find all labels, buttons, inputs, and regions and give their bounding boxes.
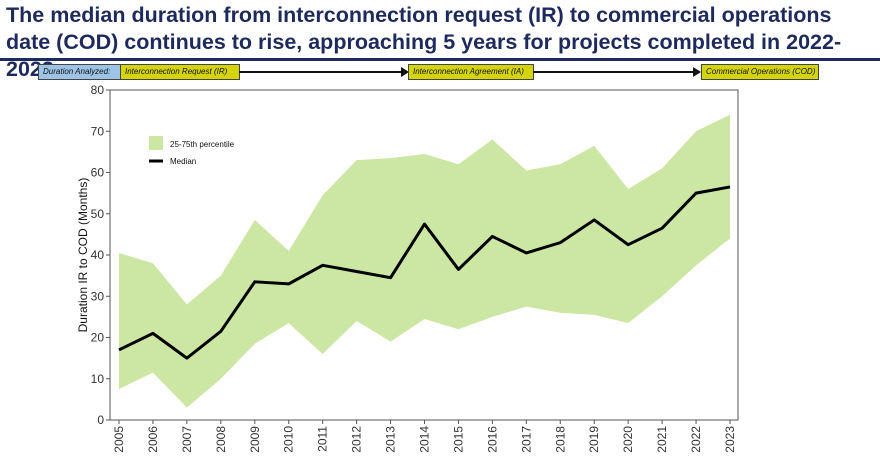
- y-tick-label: 30: [91, 289, 105, 303]
- x-tick-label: 2013: [384, 426, 398, 453]
- x-tick-label: 2006: [146, 426, 160, 453]
- arrow-right-icon: [401, 67, 409, 77]
- page-title: The median duration from interconnection…: [6, 3, 842, 81]
- y-tick-label: 60: [91, 166, 105, 180]
- x-tick-label: 2020: [621, 426, 635, 453]
- y-tick-label: 0: [97, 413, 104, 427]
- legend-label-band: 25-75th percentile: [170, 140, 235, 149]
- stage-connector-line: [533, 71, 695, 73]
- legend-swatch-band: [149, 136, 163, 150]
- y-tick-label: 10: [91, 372, 105, 386]
- x-tick-label: 2005: [112, 426, 126, 453]
- y-tick-label: 50: [91, 207, 105, 221]
- stage-connector-line: [239, 71, 405, 73]
- y-tick-label: 20: [91, 331, 105, 345]
- x-tick-label: 2023: [723, 426, 737, 453]
- stage-analyzed-label: Duration Analyzed:: [38, 64, 122, 80]
- title-divider: [0, 58, 880, 61]
- y-tick-label: 80: [91, 83, 105, 97]
- x-tick-label: 2012: [350, 426, 364, 453]
- x-tick-label: 2017: [519, 426, 533, 453]
- y-axis-label: Duration IR to COD (Months): [76, 178, 90, 333]
- x-tick-label: 2011: [316, 426, 330, 452]
- x-tick-label: 2010: [282, 426, 296, 453]
- x-axis-label: In-Service Year: [383, 454, 464, 456]
- arrow-right-icon: [693, 67, 701, 77]
- x-tick-label: 2007: [180, 426, 194, 453]
- y-tick-label: 70: [91, 124, 105, 138]
- stage-flow-bar: Duration Analyzed: Interconnection Reque…: [38, 64, 856, 80]
- x-tick-label: 2019: [587, 426, 601, 453]
- y-tick-label: 40: [91, 248, 105, 262]
- x-tick-label: 2021: [655, 426, 669, 453]
- x-tick-label: 2014: [418, 426, 432, 453]
- x-tick-label: 2022: [689, 426, 703, 453]
- x-tick-label: 2018: [553, 426, 567, 453]
- x-tick-label: 2016: [485, 426, 499, 453]
- legend-label-median: Median: [170, 157, 196, 166]
- percentile-band: [119, 114, 730, 408]
- x-tick-label: 2015: [451, 426, 465, 453]
- x-tick-label: 2008: [214, 426, 228, 453]
- stage-commercial-operations: Commercial Operations (COD): [701, 64, 819, 80]
- x-tick-label: 2009: [248, 426, 262, 453]
